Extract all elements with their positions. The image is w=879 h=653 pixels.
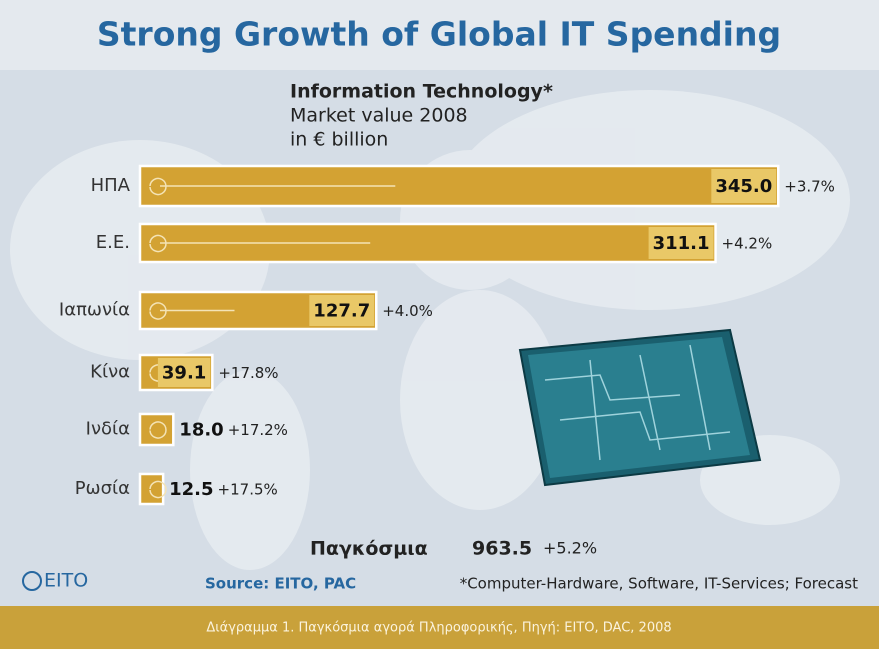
- category-label: Ρωσία: [75, 478, 130, 499]
- value-label-box: [309, 295, 375, 326]
- growth-label: +17.8%: [218, 364, 278, 382]
- bar: [138, 412, 175, 447]
- source: Source: EITO, PAC: [205, 575, 356, 593]
- value-label-box: [711, 169, 777, 203]
- chart-title: Strong Growth of Global IT Spending: [97, 15, 781, 54]
- bar-decoration: [149, 177, 396, 196]
- category-label: ΗΠΑ: [91, 175, 131, 196]
- logo: EITO: [44, 570, 88, 592]
- total-value: 963.5: [472, 538, 532, 560]
- value-label-box: [157, 358, 211, 387]
- value-label: 12.5: [169, 479, 213, 500]
- total-growth: +5.2%: [543, 539, 597, 558]
- category-label: Ινδία: [86, 419, 130, 440]
- growth-label: +4.2%: [722, 235, 773, 253]
- bar: [138, 472, 165, 506]
- value-label-box: [648, 227, 714, 259]
- value-label: 18.0: [179, 420, 223, 441]
- circuit-board: [518, 328, 762, 487]
- total-label: Παγκόσμια: [310, 538, 428, 560]
- subtitle: Information Technology*: [290, 81, 553, 103]
- growth-label: +3.7%: [784, 178, 835, 196]
- growth-label: +17.2%: [228, 421, 288, 439]
- bar-decoration: [149, 234, 371, 253]
- value-label: 39.1: [162, 363, 206, 384]
- title-band: [0, 0, 879, 70]
- growth-label: +4.0%: [382, 302, 433, 320]
- bar-decoration: [149, 302, 235, 320]
- caption: Διάγραμμα 1. Παγκόσμια αγορά Πληροφορική…: [206, 621, 671, 636]
- category-label: Ε.Ε.: [96, 232, 130, 253]
- footnote: *Computer-Hardware, Software, IT-Service…: [460, 575, 858, 593]
- caption-band: [0, 606, 879, 649]
- category-label: Κίνα: [90, 362, 130, 383]
- logo-icon: [22, 571, 42, 591]
- growth-label: +17.5%: [218, 481, 278, 499]
- value-label: 311.1: [653, 233, 710, 254]
- category-label: Ιαπωνία: [59, 300, 130, 321]
- subtitle: Market value 2008: [290, 105, 468, 127]
- subtitle: in € billion: [290, 129, 388, 151]
- value-label: 127.7: [313, 301, 370, 322]
- value-label: 345.0: [715, 176, 772, 197]
